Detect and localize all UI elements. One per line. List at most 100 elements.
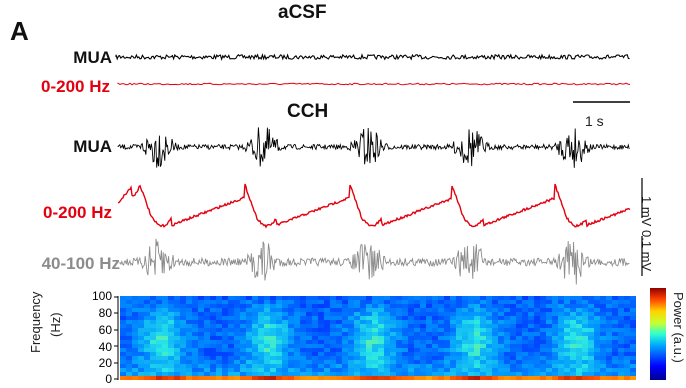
spectrogram-cell — [420, 356, 426, 360]
spectrogram-cell — [372, 324, 378, 328]
spectrogram-cell — [444, 316, 450, 320]
spectrogram-cell — [162, 336, 168, 340]
spectrogram-cell — [312, 312, 318, 316]
spectrogram-cell — [168, 352, 174, 356]
spectrogram-cell — [474, 296, 480, 300]
spectrogram-cell — [342, 296, 348, 300]
spectrogram-cell — [372, 376, 378, 380]
spectrogram-cell — [192, 364, 198, 368]
spectrogram-cell — [480, 296, 486, 300]
spectrogram-cell — [126, 360, 132, 364]
spectrogram-cell — [630, 304, 636, 308]
spectrogram-cell — [378, 340, 384, 344]
spectrogram-cell — [564, 296, 570, 300]
spectrogram-cell — [210, 368, 216, 372]
spectrogram-cell — [132, 300, 138, 304]
spectrogram-cell — [426, 300, 432, 304]
spectrogram-cell — [282, 328, 288, 332]
spectrogram-cell — [582, 344, 588, 348]
spectrogram-cell — [570, 340, 576, 344]
spectrogram-cell — [432, 332, 438, 336]
spectrogram-cell — [522, 344, 528, 348]
spectrogram-cell — [312, 340, 318, 344]
spectrogram-cell — [150, 360, 156, 364]
spectrogram-cell — [384, 372, 390, 376]
spectrogram-cell — [564, 340, 570, 344]
spectrogram-cell — [168, 320, 174, 324]
spectrogram-cell — [594, 320, 600, 324]
spectrogram-cell — [378, 372, 384, 376]
spectrogram-cell — [270, 344, 276, 348]
spectrogram-cell — [348, 308, 354, 312]
spectrogram-cell — [474, 364, 480, 368]
spectrogram-cell — [426, 344, 432, 348]
spectrogram-cell — [204, 372, 210, 376]
spectrogram-cell — [318, 372, 324, 376]
spectrogram-cell — [144, 352, 150, 356]
spectrogram-cell — [528, 332, 534, 336]
spectrogram-cell — [336, 340, 342, 344]
spectrogram-cell — [354, 316, 360, 320]
spectrogram-cell — [432, 360, 438, 364]
spectrogram-cell — [276, 328, 282, 332]
spectrogram-cell — [312, 352, 318, 356]
spectrogram-cell — [234, 304, 240, 308]
spectrogram-cell — [564, 332, 570, 336]
spectrogram-cell — [186, 324, 192, 328]
spectrogram-cell — [552, 360, 558, 364]
spectrogram-cell — [558, 340, 564, 344]
spectrogram-cell — [414, 360, 420, 364]
spectrogram-cell — [168, 368, 174, 372]
spectrogram-cell — [216, 360, 222, 364]
spectrogram-cell — [486, 368, 492, 372]
spectrogram-cell — [438, 372, 444, 376]
spectrogram-cell — [336, 348, 342, 352]
spectrogram-cell — [498, 340, 504, 344]
spectrogram-cell — [444, 300, 450, 304]
spectrogram-cell — [528, 376, 534, 380]
spectrogram-cell — [162, 372, 168, 376]
spectrogram-cell — [342, 348, 348, 352]
spectrogram-cell — [408, 340, 414, 344]
spectrogram-cell — [222, 328, 228, 332]
spectrogram-cell — [234, 300, 240, 304]
spectrogram-cell — [282, 368, 288, 372]
spectrogram-cell — [402, 304, 408, 308]
spectrogram-cell — [414, 304, 420, 308]
spectrogram-cell — [558, 320, 564, 324]
spectrogram-cell — [306, 300, 312, 304]
spectrogram-cell — [486, 316, 492, 320]
spectrogram-cell — [426, 328, 432, 332]
spectrogram-cell — [498, 356, 504, 360]
spectrogram-cell — [498, 328, 504, 332]
spectrogram-cell — [552, 300, 558, 304]
spectrogram-cell — [438, 300, 444, 304]
spectrogram-cell — [162, 356, 168, 360]
spectrogram-cell — [342, 364, 348, 368]
spectrogram-cell — [342, 372, 348, 376]
spectrogram-cell — [156, 372, 162, 376]
spectrogram-cell — [468, 348, 474, 352]
spectrogram-cell — [120, 316, 126, 320]
spectrogram-cell — [528, 356, 534, 360]
spectrogram-cell — [258, 312, 264, 316]
spectrogram-cell — [126, 304, 132, 308]
spectrogram-cell — [264, 296, 270, 300]
spectrogram-cell — [588, 368, 594, 372]
spectrogram-cell — [414, 308, 420, 312]
spectrogram-cell — [210, 328, 216, 332]
spectrogram-cell — [546, 304, 552, 308]
spectrogram-cell — [630, 376, 636, 380]
spectrogram-cell — [246, 324, 252, 328]
spectrogram-cell — [618, 352, 624, 356]
spectrogram-cell — [144, 364, 150, 368]
spectrogram-cell — [132, 368, 138, 372]
spectrogram-cell — [282, 344, 288, 348]
spectrogram-cell — [450, 340, 456, 344]
spectrogram-cell — [192, 308, 198, 312]
spectrogram-cell — [276, 376, 282, 380]
spectrogram-cell — [348, 340, 354, 344]
spectrogram-cell — [390, 304, 396, 308]
spectrogram-cell — [264, 360, 270, 364]
spectrogram-cell — [270, 360, 276, 364]
